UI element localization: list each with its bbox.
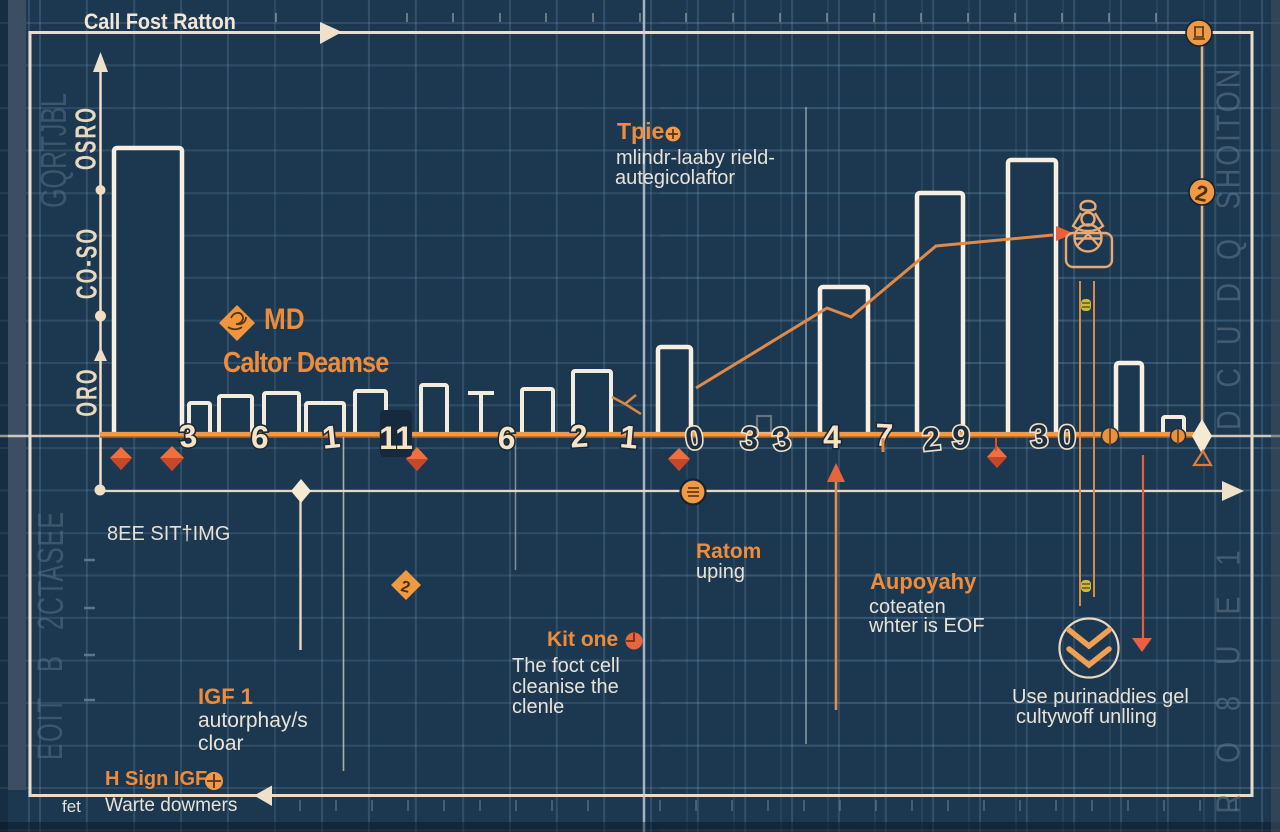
svg-text:1: 1	[618, 418, 639, 455]
svg-text:4: 4	[823, 419, 841, 455]
svg-text:0: 0	[1058, 419, 1076, 455]
svg-text:9: 9	[951, 418, 971, 455]
svg-text:6: 6	[496, 419, 517, 456]
svg-text:0: 0	[683, 419, 706, 457]
svg-text:11: 11	[379, 420, 413, 456]
svg-text:3: 3	[1029, 417, 1050, 454]
svg-text:2: 2	[921, 420, 942, 458]
svg-text:7: 7	[874, 417, 894, 454]
svg-text:3: 3	[178, 417, 199, 454]
svg-text:6: 6	[250, 418, 270, 455]
svg-text:2: 2	[399, 578, 412, 597]
svg-text:2: 2	[569, 417, 589, 454]
svg-text:2: 2	[1193, 180, 1210, 207]
svg-text:1: 1	[320, 418, 341, 456]
svg-text:3: 3	[770, 420, 794, 459]
